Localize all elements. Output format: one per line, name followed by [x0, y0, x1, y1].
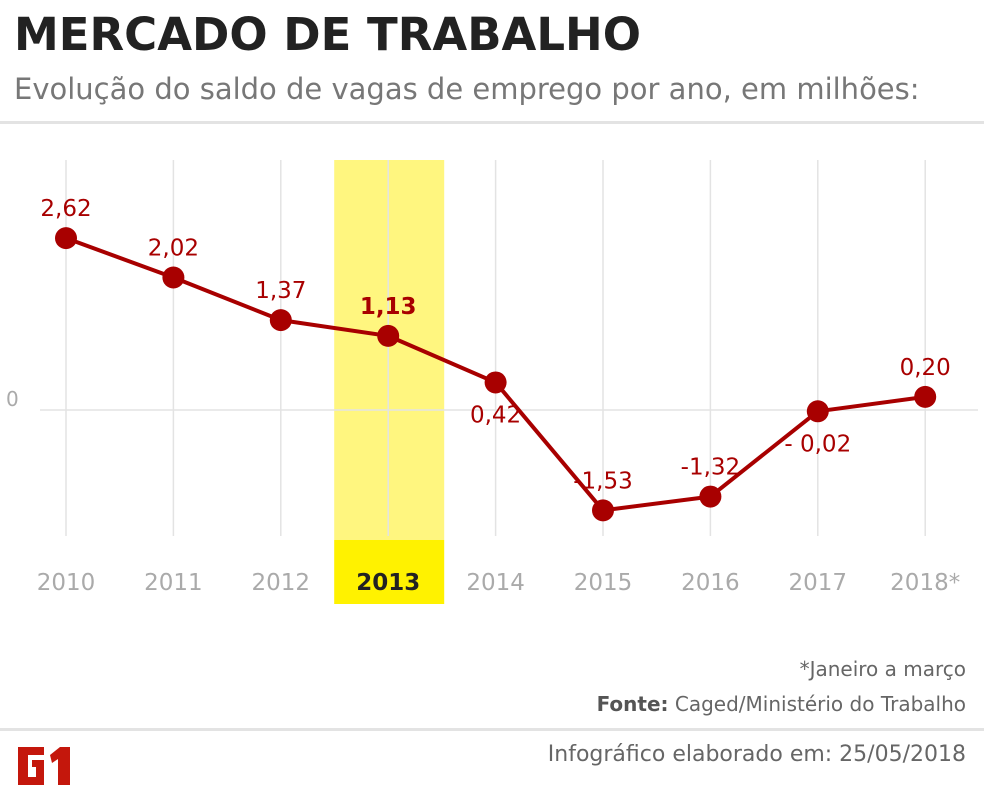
y-tick-label: 0 — [6, 387, 19, 411]
x-tick-label: 2012 — [252, 570, 311, 596]
highlight-band — [334, 160, 445, 540]
data-label: 2,62 — [40, 196, 91, 222]
x-tick-label: 2018* — [890, 570, 960, 596]
source-label: Fonte: — [596, 692, 669, 716]
x-tick-label: 2017 — [789, 570, 848, 596]
data-label: 0,42 — [470, 402, 521, 428]
data-label: 1,37 — [255, 278, 306, 304]
data-point — [699, 485, 722, 508]
footnote: *Janeiro a março — [799, 657, 966, 681]
divider — [0, 121, 984, 124]
g1-logo — [14, 745, 78, 791]
x-tick-label: 2013 — [356, 570, 420, 596]
data-point — [806, 400, 829, 423]
x-tick-label: 2016 — [681, 570, 740, 596]
data-label: - 0,02 — [784, 431, 851, 457]
data-point — [377, 324, 400, 347]
x-tick-label: 2011 — [144, 570, 203, 596]
data-label: 2,02 — [148, 235, 199, 261]
data-point — [592, 499, 614, 522]
chart-subtitle: Evolução do saldo de vagas de emprego po… — [14, 72, 920, 106]
source-note: Fonte: Caged/Ministério do Trabalho — [597, 692, 966, 716]
line-chart: 0 2,62 2010 2,02 2011 1,37 2012 1,13 2013 0,42 201… — [6, 160, 978, 604]
data-label: -1,32 — [681, 455, 741, 481]
x-tick-label: 2015 — [574, 570, 633, 596]
x-tick-label: 2014 — [466, 570, 525, 596]
divider — [0, 728, 984, 731]
data-point — [484, 371, 507, 394]
data-point — [269, 309, 292, 332]
data-label: -1,53 — [573, 468, 633, 494]
x-tick-label: 2010 — [37, 570, 96, 596]
data-label: 0,20 — [900, 355, 951, 381]
chart-title: MERCADO DE TRABALHO — [14, 8, 641, 61]
data-label: 1,13 — [360, 294, 417, 320]
highlight-label-band — [334, 540, 445, 604]
data-point — [55, 227, 77, 250]
credit: Infográfico elaborado em: 25/05/2018 — [547, 742, 966, 767]
data-point — [162, 266, 185, 289]
source-text: Caged/Ministério do Trabalho — [668, 692, 966, 716]
data-point — [914, 385, 937, 408]
